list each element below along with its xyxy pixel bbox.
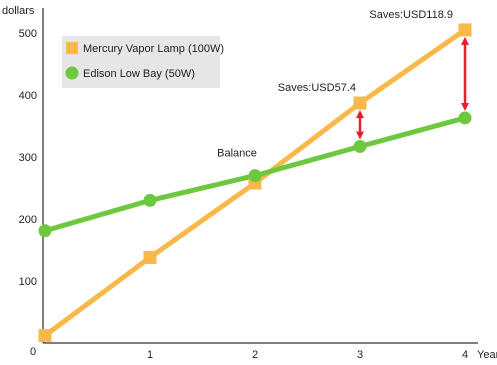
y-tick-label: 400 <box>19 90 37 102</box>
legend-entry-mercury: Mercury Vapor Lamp (100W) <box>83 43 224 55</box>
annotation-saves: Saves:USD57.4 <box>278 82 356 94</box>
data-point-circle <box>353 139 367 153</box>
y-tick-label: 300 <box>19 152 37 164</box>
legend-swatch-mercury <box>66 42 78 54</box>
tick-labels: 100 200 300 400 500 1 2 3 4 <box>19 28 468 361</box>
x-tick-label: 2 <box>252 349 258 361</box>
x-axis-label: Year <box>477 349 497 361</box>
x-tick-label: 1 <box>147 349 153 361</box>
legend-box <box>62 36 220 88</box>
data-point-square <box>458 23 472 37</box>
y-tick-label: 100 <box>19 276 37 288</box>
x-tick-label: 3 <box>357 349 363 361</box>
y-axis-label: dollars <box>2 5 35 17</box>
annotation-balance: Balance <box>217 148 257 160</box>
x-tick-label: 4 <box>462 349 468 361</box>
data-point-square <box>353 96 367 110</box>
annotation-saves: Saves:USD118.9 <box>369 9 453 21</box>
series-layer <box>38 23 472 343</box>
y-tick-label: 200 <box>19 214 37 226</box>
data-point-square <box>38 329 52 343</box>
data-point-circle <box>248 169 262 183</box>
x-origin-tick-label: 0 <box>30 346 36 358</box>
axes: dollars Year 0 <box>2 5 497 361</box>
data-point-circle <box>38 224 52 238</box>
legend-swatch-edison <box>65 66 79 80</box>
legend-entry-edison: Edison Low Bay (50W) <box>83 68 195 80</box>
data-point-square <box>143 250 157 264</box>
data-point-circle <box>143 193 157 207</box>
data-point-circle <box>458 111 472 125</box>
y-tick-label: 500 <box>19 28 37 40</box>
annotation-layer: Balance Saves:USD57.4 Saves:USD118.9 <box>217 9 470 160</box>
legend: Mercury Vapor Lamp (100W) Edison Low Bay… <box>62 36 224 88</box>
